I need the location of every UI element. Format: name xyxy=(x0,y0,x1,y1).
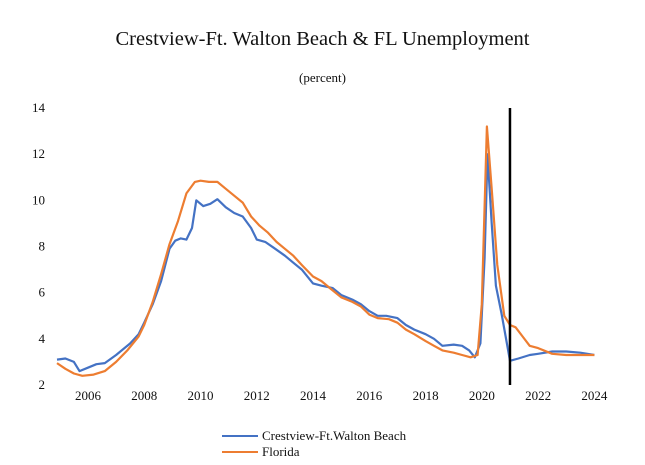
series-lines xyxy=(56,125,595,377)
chart-subtitle: (percent) xyxy=(299,70,346,85)
y-tick-label: 10 xyxy=(32,192,45,207)
x-tick-label: 2014 xyxy=(300,388,327,403)
series-line-florida xyxy=(56,125,595,377)
legend: Crestview-Ft.Walton Beach Florida xyxy=(222,428,406,460)
x-tick-label: 2010 xyxy=(187,388,213,403)
x-tick-label: 2020 xyxy=(469,388,495,403)
x-tick-label: 2012 xyxy=(244,388,270,403)
legend-swatch-florida xyxy=(222,451,258,453)
y-tick-label: 2 xyxy=(39,377,46,392)
x-tick-label: 2024 xyxy=(581,388,608,403)
y-tick-label: 4 xyxy=(39,331,46,346)
x-axis-ticks: 2006 2008 2010 2012 2014 2016 2018 2020 2022 2024 xyxy=(75,388,608,403)
x-tick-label: 2008 xyxy=(131,388,157,403)
y-axis-ticks: 2 4 6 8 10 12 14 xyxy=(32,100,46,392)
legend-label-florida: Florida xyxy=(262,444,300,459)
chart-title: Crestview-Ft. Walton Beach & FL Unemploy… xyxy=(115,28,530,50)
x-tick-label: 2018 xyxy=(413,388,439,403)
legend-item-crestview: Crestview-Ft.Walton Beach xyxy=(222,428,406,444)
x-tick-label: 2022 xyxy=(525,388,551,403)
legend-item-florida: Florida xyxy=(222,444,406,460)
x-tick-label: 2016 xyxy=(356,388,383,403)
y-tick-label: 12 xyxy=(32,146,45,161)
y-tick-label: 14 xyxy=(32,100,46,115)
y-tick-label: 6 xyxy=(39,285,46,300)
legend-swatch-crestview xyxy=(222,435,258,437)
legend-label-crestview: Crestview-Ft.Walton Beach xyxy=(262,428,407,443)
x-tick-label: 2006 xyxy=(75,388,102,403)
y-tick-label: 8 xyxy=(39,239,46,254)
